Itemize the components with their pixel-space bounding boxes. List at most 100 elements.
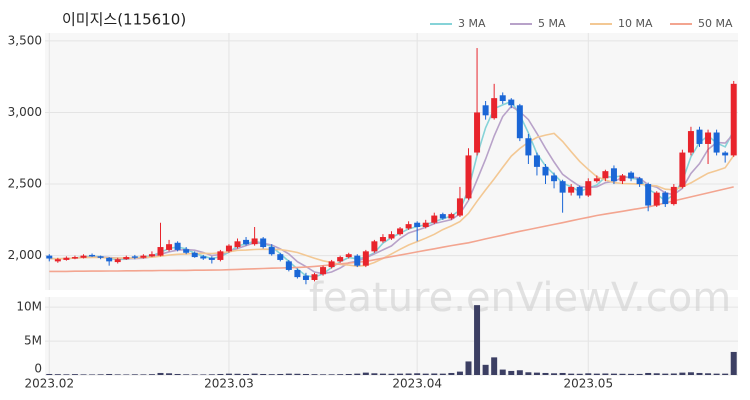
candle-body bbox=[260, 238, 267, 248]
volume-bar bbox=[200, 374, 207, 375]
candle-body bbox=[696, 129, 703, 144]
volume-bar bbox=[696, 372, 703, 375]
volume-bar bbox=[431, 373, 438, 375]
volume-bar bbox=[602, 373, 609, 375]
volume-bar bbox=[123, 374, 130, 375]
candle-body bbox=[174, 242, 181, 250]
candle-body bbox=[482, 105, 489, 116]
volume-bar bbox=[636, 373, 643, 375]
candle-body bbox=[431, 215, 438, 223]
candle-body bbox=[140, 255, 147, 258]
candle-body bbox=[200, 256, 207, 259]
candle-body bbox=[379, 237, 386, 242]
volume-bar bbox=[499, 369, 506, 375]
candle-body bbox=[71, 257, 78, 259]
y-tick-label: 3,000 bbox=[8, 105, 42, 119]
volume-bar bbox=[525, 372, 532, 375]
volume-bar bbox=[106, 373, 113, 375]
volume-bar bbox=[234, 373, 241, 375]
volume-bar bbox=[687, 372, 694, 375]
volume-bar bbox=[662, 373, 669, 375]
volume-bar bbox=[542, 372, 549, 375]
volume-bar bbox=[345, 373, 352, 375]
volume-bar bbox=[354, 373, 361, 375]
candle-body bbox=[106, 257, 113, 262]
candle-body bbox=[97, 256, 104, 258]
marks bbox=[46, 48, 737, 375]
candle-body bbox=[713, 132, 720, 153]
volume-bar bbox=[722, 373, 729, 375]
candle-body bbox=[551, 175, 558, 182]
volume-bar bbox=[311, 374, 318, 375]
candle-body bbox=[653, 192, 660, 206]
candle-body bbox=[474, 112, 481, 153]
volume-bar bbox=[337, 374, 344, 375]
volume-bar bbox=[448, 372, 455, 375]
candle-body bbox=[456, 198, 463, 216]
volume-bar bbox=[166, 373, 173, 375]
candle-body bbox=[345, 254, 352, 258]
volume-bar bbox=[508, 370, 515, 375]
volume-bar bbox=[414, 373, 421, 375]
candle-body bbox=[705, 132, 712, 144]
candle-body bbox=[208, 257, 215, 260]
candle-body bbox=[388, 234, 395, 239]
volume-bar bbox=[705, 373, 712, 375]
volume-bar bbox=[46, 373, 53, 375]
volume-bar bbox=[268, 374, 275, 375]
volume-bar bbox=[559, 372, 566, 375]
candle-body bbox=[602, 171, 609, 179]
candle-body bbox=[191, 252, 198, 258]
candle-body bbox=[354, 255, 361, 266]
volume-bar bbox=[320, 374, 327, 375]
volume-bar bbox=[439, 373, 446, 375]
volume-bar bbox=[157, 372, 164, 375]
volume-bar bbox=[294, 373, 301, 375]
volume-bar bbox=[593, 373, 600, 375]
volume-bar bbox=[174, 373, 181, 375]
candle-body bbox=[422, 222, 429, 228]
legend-label: 3 MA bbox=[458, 17, 486, 30]
candle-body bbox=[225, 245, 232, 252]
legend-label: 5 MA bbox=[538, 17, 566, 30]
volume-bar bbox=[362, 372, 369, 375]
y-tick-label: 3,500 bbox=[8, 33, 42, 47]
candle-body bbox=[525, 138, 532, 156]
volume-bar bbox=[183, 374, 190, 375]
candle-body bbox=[243, 239, 250, 245]
candle-body bbox=[46, 255, 53, 259]
candle-body bbox=[131, 256, 138, 258]
volume-bar bbox=[670, 373, 677, 375]
volume-bar bbox=[619, 373, 626, 375]
volume-bar bbox=[397, 373, 404, 375]
volume-bar bbox=[679, 372, 686, 375]
volume-bar bbox=[576, 373, 583, 375]
moving-average-line bbox=[49, 132, 735, 268]
legend-label: 10 MA bbox=[618, 17, 653, 30]
chart-title: 이미지스(115610) bbox=[62, 11, 186, 29]
volume-tick-label: 10M bbox=[16, 300, 42, 314]
candle-body bbox=[636, 178, 643, 185]
volume-bar bbox=[730, 351, 737, 375]
candle-body bbox=[439, 214, 446, 219]
candle-body bbox=[277, 254, 284, 260]
candle-body bbox=[54, 259, 61, 262]
candle-body bbox=[405, 224, 412, 229]
candle-body bbox=[465, 155, 472, 199]
candle-body bbox=[371, 241, 378, 252]
volume-bar bbox=[405, 373, 412, 375]
price-panel bbox=[45, 33, 738, 290]
candle-body bbox=[414, 222, 421, 228]
volume-bar bbox=[533, 372, 540, 375]
x-tick-label: 2023.04 bbox=[392, 377, 442, 391]
candle-body bbox=[311, 274, 318, 280]
volume-bar bbox=[474, 305, 481, 375]
watermark: feature.enViewV.com bbox=[309, 275, 731, 321]
candle-body bbox=[516, 105, 523, 139]
candle-body bbox=[508, 99, 515, 106]
candle-body bbox=[722, 152, 729, 156]
candle-body bbox=[362, 251, 369, 266]
volume-bar bbox=[302, 373, 309, 375]
volume-bar bbox=[114, 374, 121, 375]
